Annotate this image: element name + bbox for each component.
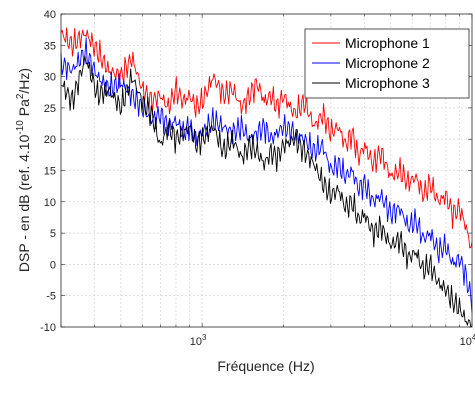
x-tick-label-exponent: 3 [202,333,207,342]
y-tick-label: -5 [46,291,56,303]
y-tick-label: 5 [50,228,56,240]
y-tick-label: -10 [40,322,56,334]
legend: Microphone 1 Microphone 2 Microphone 3 [304,28,470,99]
series-line-microphone-3 [60,55,473,328]
y-tick-label: 15 [44,166,56,178]
y-axis-label: DSP - en dB (ref. 4.10-10 Pa2/Hz) [15,68,32,272]
x-tick-label-base: 10 [190,336,202,348]
series-line-microphone-1 [60,27,473,249]
legend-label-microphone-1: Microphone 1 [345,35,430,51]
legend-label-microphone-2: Microphone 2 [345,55,430,71]
y-tick-label: 20 [44,134,56,146]
series-layer [60,27,473,328]
legend-label-microphone-3: Microphone 3 [345,75,430,91]
y-tick-label: 10 [44,197,56,209]
x-tick-label-base: 10 [460,336,472,348]
x-tick-label: 104 [460,333,475,348]
y-tick-label: 40 [44,9,56,21]
y-axis-label-part: DSP - en dB (ref. 4.10 [16,134,32,272]
x-tick-label: 103 [190,333,207,348]
y-axis-label-part: Pa [16,99,32,120]
y-tick-label: 0 [50,259,56,271]
y-axis-label-part: /Hz) [16,68,32,94]
y-axis-label-exponent: -10 [15,120,26,135]
x-axis-label: Fréquence (Hz) [217,358,314,374]
y-tick-label: 25 [44,103,56,115]
y-tick-label: 30 [44,72,56,84]
y-axis-label-exponent: 2 [15,93,26,99]
x-tick-label-exponent: 4 [472,333,475,342]
y-tick-label: 35 [44,40,56,52]
